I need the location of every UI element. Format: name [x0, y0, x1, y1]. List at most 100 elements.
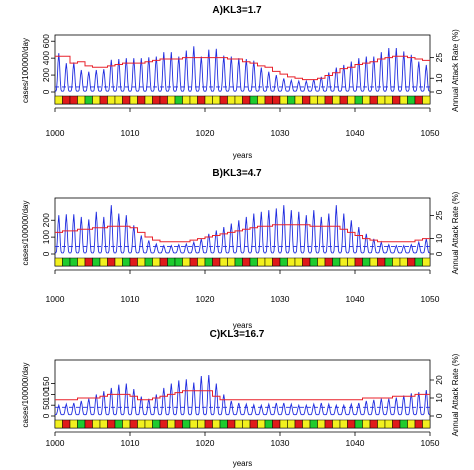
strip-cell: [407, 419, 416, 429]
strip-cell: [294, 419, 303, 429]
strip-cell: [302, 95, 311, 105]
strip-cell: [362, 95, 371, 105]
strip-cell: [152, 95, 161, 105]
strip-cell: [264, 95, 273, 105]
y-right-tick-label: 25: [434, 53, 444, 63]
y-right-tick-label: 10: [434, 73, 444, 83]
y-right-tick-label: 20: [434, 375, 444, 385]
y-tick-label: 150: [41, 376, 51, 390]
y-tick-label: 400: [41, 51, 51, 65]
panel-b: B)KL3=4.7 1000 1010 1020 1030 1040 1050years0…: [21, 168, 460, 330]
strip-cell: [422, 95, 431, 105]
strip-cell: [347, 257, 356, 267]
strip-cell: [107, 257, 116, 267]
strip-cell: [249, 419, 258, 429]
strip-cell: [332, 419, 341, 429]
strip-cell: [392, 95, 401, 105]
y-right-tick-label: 10: [434, 393, 444, 403]
strip-cell: [197, 95, 206, 105]
strip-cell: [362, 257, 371, 267]
strip-cell: [399, 95, 408, 105]
strip-cell: [77, 95, 86, 105]
strip-cell: [54, 95, 63, 105]
x-tick-label: 1000: [46, 438, 65, 448]
strip-cell: [62, 257, 71, 267]
y-right-axis-label: Annual Attack Rate (%): [451, 29, 460, 112]
strip-cell: [422, 257, 431, 267]
x-tick-label: 1050: [421, 438, 440, 448]
strip-cell: [399, 419, 408, 429]
strip-cell: [354, 95, 363, 105]
strip-cell: [257, 257, 266, 267]
x-tick-label: 1050: [421, 128, 440, 138]
x-tick-label: 1020: [196, 438, 215, 448]
strip-cell: [272, 257, 281, 267]
y-tick-label: 0: [41, 251, 51, 256]
strip-cell: [219, 95, 228, 105]
strip-cell: [69, 419, 78, 429]
x-tick-label: 1050: [421, 294, 440, 304]
strip-cell: [347, 95, 356, 105]
strip-cell: [189, 257, 198, 267]
strip-cell: [129, 257, 138, 267]
strip-cell: [309, 419, 318, 429]
strip-cell: [257, 95, 266, 105]
strip-cell: [227, 257, 236, 267]
strip-cell: [249, 257, 258, 267]
strip-cell: [182, 257, 191, 267]
strip-cell: [422, 419, 431, 429]
strip-cell: [167, 257, 176, 267]
y-tick-label: 0: [41, 89, 51, 94]
y-axis-label: cases/100000/day: [21, 201, 30, 266]
strip-cell: [77, 257, 86, 267]
strip-cell: [414, 95, 423, 105]
strip-cell: [377, 419, 386, 429]
strip-cell: [279, 257, 288, 267]
strip-cell: [212, 95, 221, 105]
strip-cell: [167, 419, 176, 429]
strip-cell: [122, 95, 131, 105]
strip-cell: [152, 419, 161, 429]
strip-cell: [332, 257, 341, 267]
strip-cell: [294, 257, 303, 267]
x-tick-label: 1010: [121, 438, 140, 448]
strip-cell: [234, 257, 243, 267]
strip-cell: [279, 95, 288, 105]
x-tick-label: 1030: [271, 128, 290, 138]
strip-cell: [107, 95, 116, 105]
y-tick-label: 100: [41, 387, 51, 401]
strip-cell: [219, 257, 228, 267]
strip-cell: [144, 419, 153, 429]
x-tick-label: 1030: [271, 438, 290, 448]
y-tick-label: 0: [41, 413, 51, 418]
strip-cell: [92, 257, 101, 267]
y-right-tick-label: 0: [434, 413, 444, 418]
x-tick-label: 1000: [46, 294, 65, 304]
x-tick-label: 1020: [196, 294, 215, 304]
strip-cell: [272, 419, 281, 429]
strip-cell: [62, 95, 71, 105]
strip-cell: [197, 257, 206, 267]
strip-cell: [227, 95, 236, 105]
plot-frame: [54, 34, 431, 105]
strip-cell: [189, 95, 198, 105]
x-tick-label: 1010: [121, 128, 140, 138]
strip-cell: [324, 419, 333, 429]
strip-cell: [392, 257, 401, 267]
strip-cell: [114, 419, 123, 429]
strip-cell: [92, 419, 101, 429]
strip-cell: [197, 419, 206, 429]
strip-cell: [377, 95, 386, 105]
strip-cell: [264, 257, 273, 267]
panel-b-title: B)KL3=4.7: [212, 168, 262, 179]
strip-cell: [107, 419, 116, 429]
strip-cell: [339, 419, 348, 429]
strip-cell: [377, 257, 386, 267]
strip-cell: [302, 257, 311, 267]
strip-cell: [129, 95, 138, 105]
strip-cell: [219, 419, 228, 429]
strip-cell: [249, 95, 258, 105]
strip-cell: [317, 95, 326, 105]
strip-cell: [122, 419, 131, 429]
strip-cell: [384, 419, 393, 429]
